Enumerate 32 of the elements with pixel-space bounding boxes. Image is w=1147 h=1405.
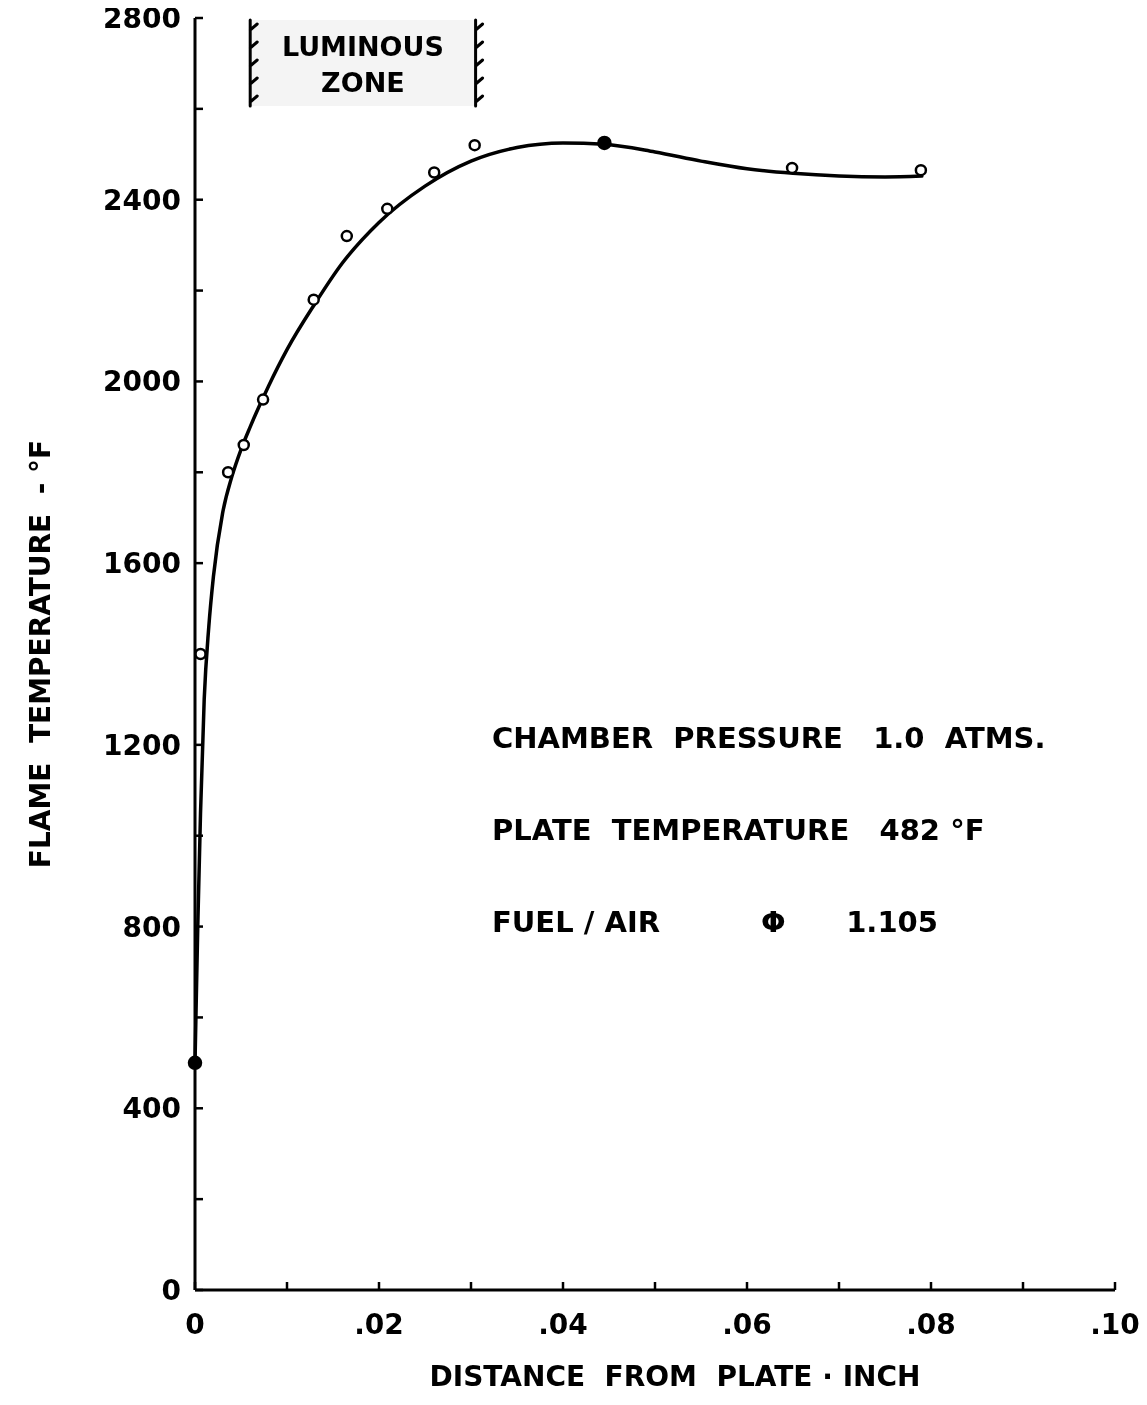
point bbox=[340, 229, 354, 243]
y-tick-label: 1200 bbox=[103, 728, 181, 762]
y-tick-label: 400 bbox=[122, 1092, 181, 1126]
band-label: LUMINOUS ZONE bbox=[281, 31, 444, 98]
point bbox=[256, 393, 270, 406]
x-tick-label: .04 bbox=[538, 1308, 588, 1341]
annotation: FUEL / AIR Φ 1.105 bbox=[492, 905, 938, 939]
annotation: CHAMBER PRESSURE 1.0 ATMS. bbox=[492, 721, 1046, 755]
y-tick-label: 2400 bbox=[103, 183, 181, 217]
point bbox=[307, 293, 320, 306]
point bbox=[597, 135, 612, 151]
y-tick-label: 1600 bbox=[103, 547, 181, 581]
y-tick-label: 800 bbox=[122, 910, 181, 944]
y-tick-label: 2800 bbox=[103, 2, 181, 35]
annotation: PLATE TEMPERATURE 482 °F bbox=[492, 813, 985, 847]
y-tick-label: 0 bbox=[161, 1274, 181, 1307]
y-axis-title: FLAME TEMPERATURE - °F bbox=[24, 439, 57, 869]
point bbox=[187, 1055, 203, 1071]
x-tick-label: .08 bbox=[906, 1308, 956, 1341]
y-tick-label: 2000 bbox=[103, 365, 181, 399]
x-tick-label: .10 bbox=[1090, 1308, 1140, 1341]
point bbox=[221, 466, 235, 479]
x-tick-label: 0 bbox=[185, 1308, 205, 1341]
point bbox=[468, 138, 481, 152]
x-axis-title: DISTANCE FROM PLATE · INCH bbox=[429, 1360, 921, 1393]
x-tick-label: .06 bbox=[722, 1308, 772, 1341]
point bbox=[237, 438, 251, 452]
point bbox=[194, 647, 207, 661]
point bbox=[427, 166, 441, 179]
x-tick-label: .02 bbox=[354, 1308, 404, 1341]
point bbox=[381, 202, 394, 216]
point bbox=[914, 163, 928, 177]
